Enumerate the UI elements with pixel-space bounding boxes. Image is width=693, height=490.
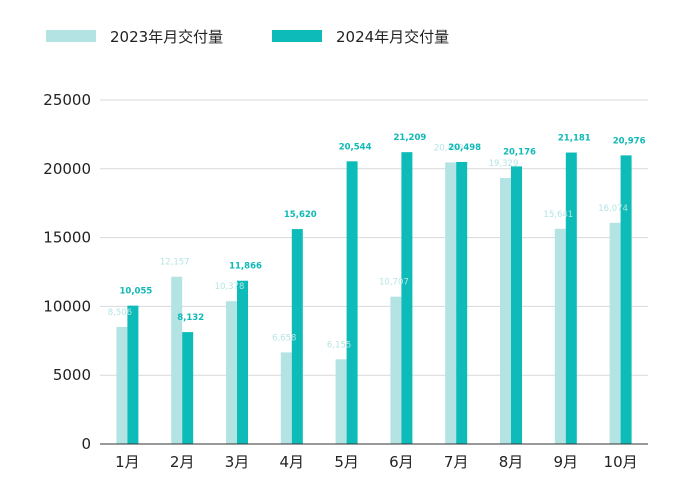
bar-2023-10 <box>609 222 621 444</box>
bar-2023-4 <box>280 352 292 444</box>
y-axis: 0 5000 10000 15000 20000 25000 <box>43 91 91 453</box>
bar-2024-9 <box>565 152 577 444</box>
bars <box>116 152 632 445</box>
x-tick-label: 4月 <box>280 453 305 471</box>
x-tick-label: 10月 <box>604 453 638 471</box>
data-label-2024-2: 8,132 <box>177 313 204 323</box>
data-label-2023-10: 16,074 <box>598 204 628 214</box>
x-axis: 1月 2月 3月 4月 5月 6月 7月 8月 9月 10月 <box>100 443 648 471</box>
data-label-2023-3: 10,378 <box>215 282 245 292</box>
data-label-2023-5: 6,155 <box>327 340 351 350</box>
data-label-2024-1: 10,055 <box>119 287 152 297</box>
bar-2024-2 <box>182 332 194 444</box>
data-label-2023-4: 6,658 <box>272 333 296 343</box>
data-label-2023-1: 8,506 <box>108 308 132 318</box>
data-label-2024-7: 20,498 <box>448 143 481 153</box>
bar-2023-3 <box>226 301 237 444</box>
x-tick-label: 7月 <box>444 453 469 471</box>
x-tick-label: 8月 <box>499 453 524 471</box>
data-label-2024-6: 21,209 <box>393 133 426 143</box>
bar-2024-1 <box>127 305 139 444</box>
y-tick-label: 10000 <box>43 297 91 315</box>
bar-2023-1 <box>116 326 128 444</box>
x-tick-label: 6月 <box>389 453 414 471</box>
bar-2024-5 <box>346 161 358 444</box>
bar-2023-9 <box>554 228 566 444</box>
bar-2024-6 <box>401 152 413 444</box>
bar-2024-10 <box>620 155 632 444</box>
data-label-2024-10: 20,976 <box>613 136 646 146</box>
legend-swatch-2024 <box>272 30 322 42</box>
data-label-2023-2: 12,157 <box>160 258 190 268</box>
x-tick-label: 9月 <box>554 453 579 471</box>
bar-2023-7 <box>445 162 457 444</box>
data-label-2023-7: 20,463 <box>434 143 464 153</box>
data-label-2024-9: 21,181 <box>558 134 591 144</box>
data-label-2024-8: 20,176 <box>503 147 536 157</box>
data-label-2024-4: 15,620 <box>284 210 317 220</box>
bar-2023-8 <box>500 178 511 444</box>
legend-label-2024: 2024年月交付量 <box>336 28 449 46</box>
x-tick-label: 1月 <box>115 453 140 471</box>
data-label-2024-3: 11,866 <box>229 262 262 272</box>
legend: 2023年月交付量 2024年月交付量 <box>46 28 449 46</box>
legend-swatch-2023 <box>46 30 96 42</box>
bar-2024-4 <box>291 229 303 444</box>
x-tick-label: 3月 <box>225 453 250 471</box>
bar-2024-8 <box>511 166 522 444</box>
x-tick-label: 2月 <box>170 453 195 471</box>
bar-2023-5 <box>335 359 347 444</box>
data-label-2023-8: 19,329 <box>489 159 519 169</box>
x-tick-label: 5月 <box>334 453 359 471</box>
y-tick-label: 5000 <box>53 366 91 384</box>
y-tick-label: 15000 <box>43 229 91 247</box>
data-labels: 8,506 10,055 12,157 8,132 10,378 11,866 6,658 1… <box>108 133 646 350</box>
data-label-2023-9: 15,641 <box>543 210 573 220</box>
bar-2024-7 <box>456 161 468 445</box>
data-label-2023-6: 10,707 <box>379 278 409 288</box>
y-tick-label: 20000 <box>43 160 91 178</box>
y-tick-label: 25000 <box>43 91 91 109</box>
legend-label-2023: 2023年月交付量 <box>110 28 223 46</box>
bar-2023-6 <box>390 296 402 444</box>
bar-2023-2 <box>171 276 183 444</box>
y-tick-label: 0 <box>81 435 91 453</box>
data-label-2024-5: 20,544 <box>339 142 372 152</box>
bar-2024-3 <box>237 280 248 444</box>
